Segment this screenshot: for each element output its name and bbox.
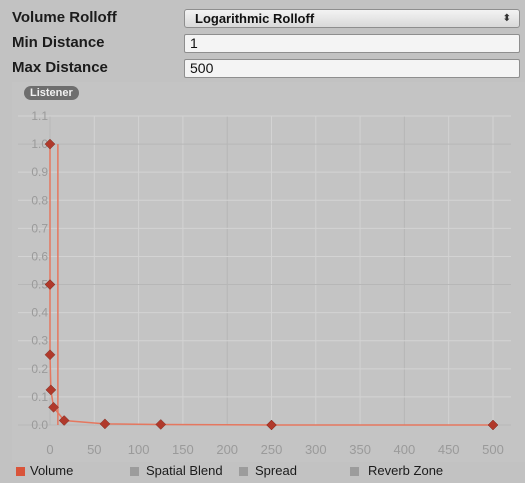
x-tick-label: 50 bbox=[87, 442, 101, 457]
volume-rolloff-value: Logarithmic Rolloff bbox=[195, 11, 315, 26]
curve-key-point[interactable] bbox=[58, 415, 70, 426]
curve-key-point[interactable] bbox=[48, 401, 59, 413]
x-tick-label: 0 bbox=[46, 442, 53, 457]
min-distance-label: Min Distance bbox=[12, 34, 105, 51]
x-tick-label: 250 bbox=[261, 442, 283, 457]
x-tick-label: 200 bbox=[216, 442, 238, 457]
legend-label-volume: Volume bbox=[30, 463, 74, 478]
curve-key-point[interactable] bbox=[99, 418, 111, 430]
y-tick-label: 0.4 bbox=[31, 306, 48, 320]
x-tick-label: 400 bbox=[394, 442, 416, 457]
min-distance-field[interactable]: 1 bbox=[184, 34, 520, 53]
legend-label-spread: Spread bbox=[255, 463, 297, 478]
legend-label-spatial-blend: Spatial Blend bbox=[146, 463, 223, 478]
min-distance-row: Min Distance 1 bbox=[0, 31, 525, 56]
curve-editor-panel[interactable] bbox=[12, 82, 525, 462]
y-tick-label: 1.1 bbox=[31, 109, 48, 123]
legend-label-reverb-zone: Reverb Zone bbox=[368, 463, 444, 478]
x-tick-label: 300 bbox=[305, 442, 327, 457]
y-tick-label: 0.0 bbox=[31, 418, 48, 432]
legend-swatch-spread bbox=[239, 467, 248, 476]
y-tick-label: 0.8 bbox=[31, 193, 48, 207]
curve-key-point[interactable] bbox=[44, 138, 56, 150]
listener-badge: Listener bbox=[24, 86, 79, 100]
volume-rolloff-dropdown[interactable]: Logarithmic Rolloff ⬍ bbox=[184, 9, 520, 28]
max-distance-row: Max Distance 500 bbox=[0, 56, 525, 81]
updown-arrow-icon: ⬍ bbox=[502, 13, 511, 24]
y-tick-label: 0.9 bbox=[31, 165, 48, 179]
legend-swatch-spatial-blend bbox=[130, 467, 139, 476]
y-tick-label: 0.2 bbox=[31, 362, 48, 376]
y-tick-label: 0.7 bbox=[31, 221, 48, 235]
volume-rolloff-row: Volume Rolloff Logarithmic Rolloff ⬍ bbox=[0, 6, 525, 31]
volume-rolloff-label: Volume Rolloff bbox=[12, 9, 117, 26]
x-tick-label: 150 bbox=[172, 442, 194, 457]
x-tick-label: 350 bbox=[349, 442, 371, 457]
legend-swatch-volume bbox=[16, 467, 25, 476]
y-tick-label: 0.1 bbox=[31, 390, 48, 404]
curve-key-point[interactable] bbox=[44, 279, 56, 290]
curve-key-point[interactable] bbox=[45, 384, 57, 396]
y-tick-label: 1.0 bbox=[31, 137, 48, 151]
y-tick-label: 0.3 bbox=[31, 334, 48, 348]
curve-key-point[interactable] bbox=[155, 419, 167, 430]
y-tick-label: 0.5 bbox=[31, 278, 48, 292]
curve-legend: Volume Spatial Blend Spread Reverb Zone bbox=[0, 462, 525, 480]
y-tick-label: 0.6 bbox=[31, 249, 48, 263]
curve-key-point[interactable] bbox=[487, 419, 499, 431]
curve-key-point[interactable] bbox=[44, 349, 56, 361]
legend-swatch-reverb-zone bbox=[350, 467, 359, 476]
x-tick-label: 450 bbox=[438, 442, 460, 457]
max-distance-field[interactable]: 500 bbox=[184, 59, 520, 78]
max-distance-label: Max Distance bbox=[12, 59, 108, 76]
x-tick-label: 100 bbox=[128, 442, 150, 457]
x-tick-label: 500 bbox=[482, 442, 504, 457]
curve-key-point[interactable] bbox=[266, 419, 277, 431]
volume-curve bbox=[49, 144, 493, 426]
